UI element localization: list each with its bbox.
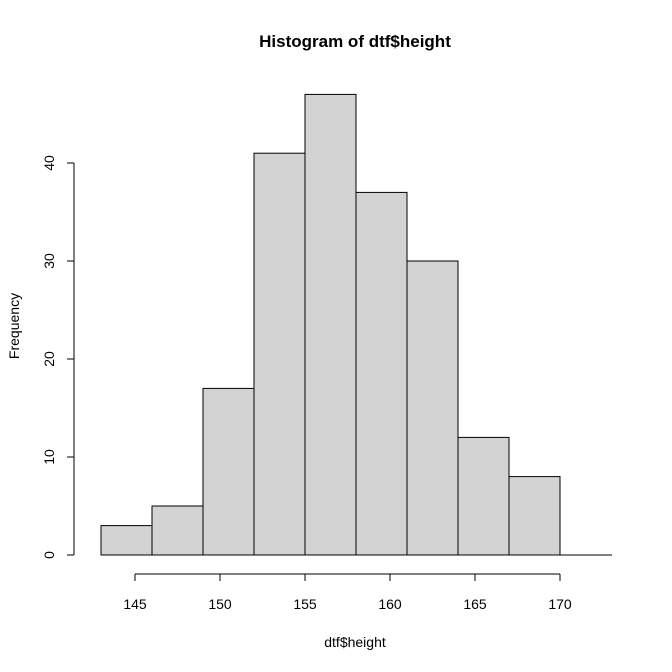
y-tick-label-10: 10 xyxy=(41,449,57,465)
histogram-bar-1 xyxy=(151,505,204,556)
histogram-bar-2 xyxy=(202,387,255,556)
chart-title: Histogram of dtf$height xyxy=(259,32,451,51)
y-axis-label: Frequency xyxy=(6,293,22,359)
histogram-bar-5 xyxy=(355,191,408,556)
histogram-bar-3 xyxy=(253,152,306,556)
y-tick-label-40: 40 xyxy=(41,155,57,171)
x-tick-label-145: 145 xyxy=(123,596,147,612)
x-tick-label-165: 165 xyxy=(463,596,487,612)
y-axis: 0 10 20 30 40 xyxy=(41,155,75,559)
histogram-bar-8 xyxy=(508,476,561,556)
bars-group xyxy=(100,93,612,556)
histogram-bar-0 xyxy=(100,525,153,556)
histogram-bar-6 xyxy=(406,260,459,556)
x-tick-label-155: 155 xyxy=(293,596,317,612)
y-tick-label-30: 30 xyxy=(41,253,57,269)
y-tick-label-0: 0 xyxy=(41,551,57,559)
histogram-bar-7 xyxy=(457,436,510,556)
x-axis-label: dtf$height xyxy=(324,634,386,650)
y-tick-label-20: 20 xyxy=(41,351,57,367)
x-tick-label-170: 170 xyxy=(548,596,572,612)
x-tick-label-150: 150 xyxy=(208,596,232,612)
x-axis: 145 150 155 160 165 170 xyxy=(123,573,572,612)
histogram-bar-4 xyxy=(304,93,357,556)
x-tick-label-160: 160 xyxy=(378,596,402,612)
